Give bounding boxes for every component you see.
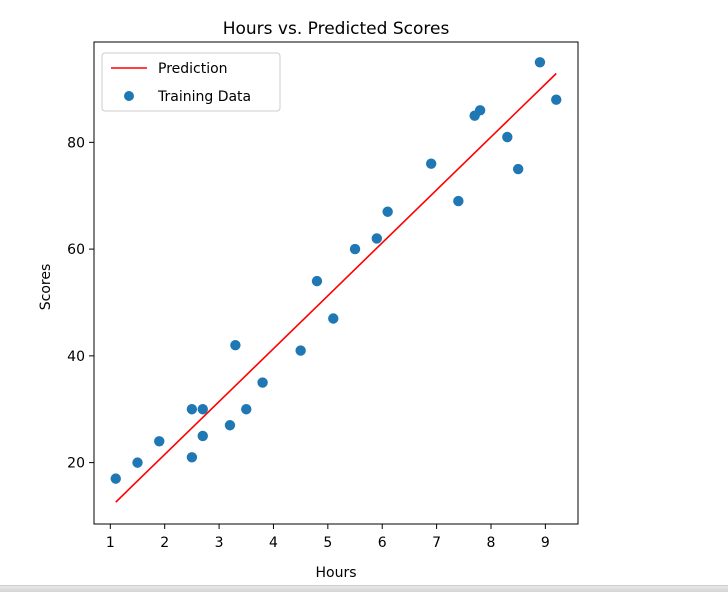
- training-data-point: [425, 158, 437, 169]
- chart-title: Hours vs. Predicted Scores: [223, 19, 450, 39]
- training-data-point: [257, 377, 268, 388]
- legend-training-data-label: Training Data: [157, 89, 251, 105]
- training-data-point: [502, 131, 513, 143]
- y-axis-label: Scores: [38, 264, 54, 311]
- training-data-point: [186, 404, 198, 415]
- x-axis: 1 2 3 4 5 6 7 8 9: [106, 524, 550, 551]
- x-tick-label: 2: [160, 535, 169, 551]
- window-bottom-edge: [0, 585, 728, 592]
- x-tick-label: 7: [432, 535, 441, 551]
- x-axis-label: Hours: [315, 565, 356, 581]
- training-data-point: [132, 457, 143, 468]
- training-data-point: [224, 420, 236, 431]
- training-data-point: [230, 339, 241, 351]
- training-data-point: [241, 404, 252, 415]
- training-data-point: [349, 243, 361, 255]
- legend-training-data-swatch: [124, 91, 134, 101]
- training-data-point: [371, 233, 382, 244]
- y-tick-label: 20: [67, 456, 85, 472]
- training-data-point: [328, 313, 339, 324]
- plot-marks: [110, 57, 562, 503]
- training-data-point: [311, 275, 323, 287]
- prediction-line: [115, 72, 557, 503]
- training-data-point: [453, 195, 464, 207]
- training-data-point: [197, 404, 208, 415]
- x-tick-label: 3: [215, 535, 224, 551]
- y-tick-label: 60: [67, 242, 85, 258]
- training-data-point: [512, 163, 524, 175]
- training-data-point: [551, 94, 562, 105]
- y-axis: 20 40 60 80: [67, 135, 94, 472]
- x-tick-label: 9: [541, 535, 550, 551]
- training-data-point: [197, 430, 208, 442]
- x-tick-label: 1: [106, 535, 115, 551]
- x-tick-label: 5: [323, 535, 332, 551]
- legend: Prediction Training Data: [101, 52, 281, 112]
- x-tick-label: 6: [378, 535, 387, 551]
- y-tick-label: 40: [67, 349, 85, 365]
- plot-area: [93, 41, 579, 525]
- training-data-point: [110, 473, 121, 484]
- x-tick-label: 4: [269, 535, 278, 551]
- training-data-point: [382, 206, 393, 217]
- x-tick-label: 8: [487, 535, 496, 551]
- legend-prediction-label: Prediction: [158, 61, 228, 77]
- training-data-point: [474, 105, 486, 116]
- training-data-point: [154, 436, 165, 447]
- training-data-point: [534, 57, 546, 68]
- training-data-point: [295, 345, 306, 356]
- y-tick-label: 80: [67, 135, 85, 151]
- training-data-point: [186, 452, 198, 463]
